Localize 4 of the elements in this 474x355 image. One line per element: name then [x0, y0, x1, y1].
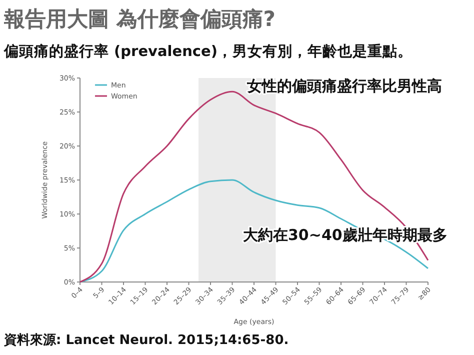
annotation: 女性的偏頭痛盛行率比男性高 — [246, 77, 442, 95]
chart-title: 報告用大圖 為什麼會偏頭痛? — [3, 7, 276, 31]
chart-subtitle: 偏頭痛的盛行率 (prevalence)，男女有別，年齡也是重點。 — [3, 42, 412, 60]
source-note: 資料來源: Lancet Neurol. 2015;14:65-80. — [3, 333, 289, 348]
